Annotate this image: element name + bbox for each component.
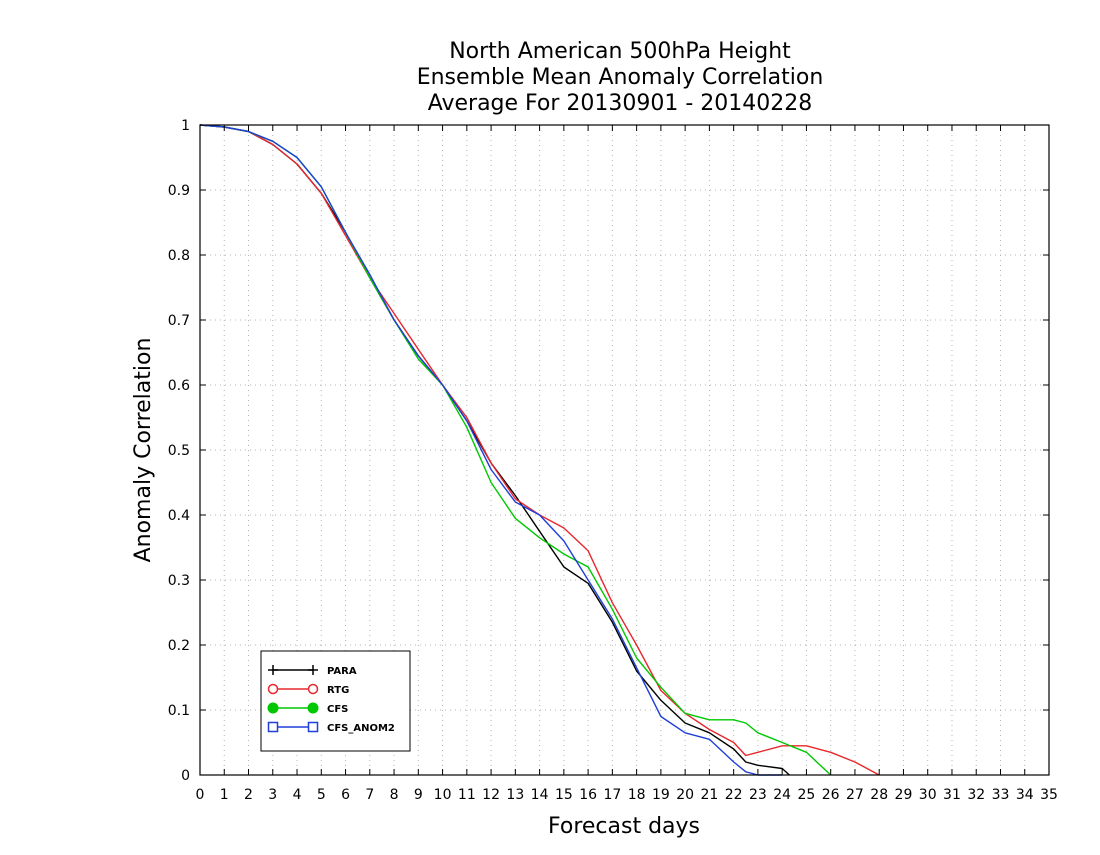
x-tick-label: 31 <box>943 787 961 803</box>
legend-label: CFS_ANOM2 <box>327 723 395 734</box>
legend-label: CFS <box>327 704 348 715</box>
chart-title-line-2: Ensemble Mean Anomaly Correlation <box>417 65 824 90</box>
legend-marker-start <box>268 665 278 675</box>
x-axis-label: Forecast days <box>548 814 700 839</box>
x-tick-label: 13 <box>506 787 524 803</box>
legend-entry-cfs: CFS <box>267 702 348 715</box>
x-tick-label: 11 <box>458 787 476 803</box>
y-tick-label: 0.3 <box>168 573 190 589</box>
x-tick-label: 0 <box>196 787 205 803</box>
y-tick-label: 0.6 <box>168 378 190 394</box>
legend-entry-rtg: RTG <box>267 683 349 696</box>
x-tick-label: 26 <box>822 787 840 803</box>
y-tick-label: 1 <box>181 118 190 134</box>
x-tick-label: 18 <box>628 787 646 803</box>
chart-title-line-1: North American 500hPa Height <box>449 39 791 64</box>
x-tick-label: 9 <box>414 787 423 803</box>
x-tick-label: 29 <box>895 787 913 803</box>
legend-label: RTG <box>327 685 349 696</box>
y-axis-label: Anomaly Correlation <box>131 338 156 563</box>
x-tick-label: 12 <box>482 787 500 803</box>
y-tick-label: 0.8 <box>168 248 190 264</box>
x-tick-label: 3 <box>268 787 277 803</box>
x-tick-label: 21 <box>700 787 718 803</box>
chart-title-line-3: Average For 20130901 - 20140228 <box>428 91 813 116</box>
x-tick-label: 23 <box>749 787 767 803</box>
x-tick-label: 14 <box>531 787 549 803</box>
x-tick-label: 22 <box>725 787 743 803</box>
x-tick-label: 30 <box>919 787 937 803</box>
x-tick-label: 33 <box>992 787 1010 803</box>
x-tick-label: 28 <box>870 787 888 803</box>
legend-marker-start <box>267 702 279 714</box>
legend-marker-end <box>307 683 319 695</box>
x-tick-label: 2 <box>244 787 253 803</box>
x-tick-label: 5 <box>317 787 326 803</box>
legend-entry-para: PARA <box>268 665 357 677</box>
x-tick-label: 24 <box>773 787 791 803</box>
legend-marker-end <box>307 721 319 733</box>
y-tick-label: 0.4 <box>168 508 190 524</box>
legend-label: PARA <box>327 666 357 677</box>
tick-layer: 0 1 2 3 4 5 6 7 8 9 10 11 12 13 14 15 16 17 18 19 20 21 22 23 24… <box>168 118 1058 803</box>
y-tick-label: 0.5 <box>168 443 190 459</box>
x-tick-label: 1 <box>220 787 229 803</box>
series-line-cfs-anom2 <box>199 124 783 776</box>
x-tick-label: 35 <box>1040 787 1058 803</box>
grid-layer <box>200 125 1049 775</box>
x-tick-label: 16 <box>579 787 597 803</box>
y-tick-label: 0 <box>181 768 190 784</box>
y-tick-label: 0.7 <box>168 313 190 329</box>
x-tick-label: 7 <box>365 787 374 803</box>
y-tick-label: 0.1 <box>168 703 190 719</box>
x-tick-label: 8 <box>390 787 399 803</box>
legend-box <box>260 650 411 752</box>
legend-marker-start <box>267 683 279 695</box>
x-tick-label: 15 <box>555 787 573 803</box>
x-tick-label: 27 <box>846 787 864 803</box>
x-tick-label: 32 <box>967 787 985 803</box>
x-tick-label: 6 <box>341 787 350 803</box>
y-tick-label: 0.9 <box>168 183 190 199</box>
x-tick-label: 10 <box>434 787 452 803</box>
y-tick-label: 0.2 <box>168 638 190 654</box>
x-tick-label: 17 <box>603 787 621 803</box>
series-line-rtg <box>199 124 880 776</box>
x-tick-label: 25 <box>798 787 816 803</box>
legend-marker-end <box>307 702 319 714</box>
x-tick-label: 34 <box>1016 787 1034 803</box>
x-tick-label: 4 <box>293 787 302 803</box>
legend-entry-cfs-anom2: CFS_ANOM2 <box>267 721 395 734</box>
legend: PARA RTG CFS CFS_ANOM2 <box>260 650 411 752</box>
x-tick-label: 19 <box>652 787 670 803</box>
legend-marker-start <box>267 721 279 733</box>
series-layer <box>199 124 880 776</box>
x-tick-label: 20 <box>676 787 694 803</box>
legend-marker-end <box>308 665 318 675</box>
